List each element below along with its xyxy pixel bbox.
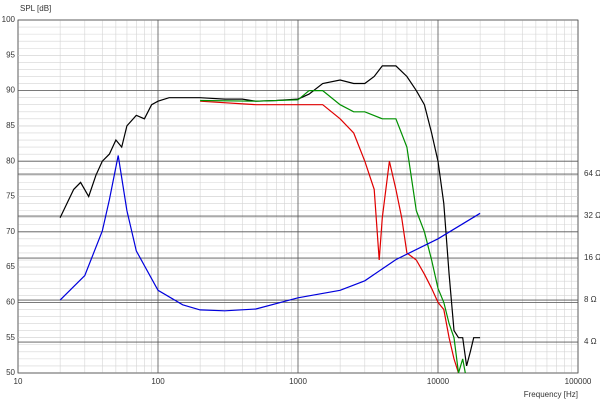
series-line bbox=[59, 155, 481, 312]
y-tick-label: 95 bbox=[6, 50, 15, 59]
x-tick-label: 10 bbox=[14, 377, 23, 386]
x-tick-label: 100000 bbox=[565, 377, 592, 386]
grid bbox=[17, 19, 579, 374]
y2-tick-label: 16 Ω bbox=[584, 253, 600, 262]
y-tick-label: 85 bbox=[6, 121, 15, 130]
x-tick-label: 100 bbox=[151, 377, 165, 386]
y2-tick-label: 8 Ω bbox=[584, 295, 597, 304]
series-line bbox=[200, 100, 460, 373]
x-tick-label: 1000 bbox=[289, 377, 307, 386]
series-line bbox=[59, 65, 481, 367]
plot-lines bbox=[59, 65, 481, 373]
y-axis-label: SPL [dB] bbox=[20, 4, 51, 13]
y-tick-label: 60 bbox=[6, 298, 15, 307]
series-line bbox=[200, 90, 466, 373]
y2-tick-label: 64 Ω bbox=[584, 169, 600, 178]
y-tick-label: 65 bbox=[6, 262, 15, 271]
y-tick-label: 70 bbox=[6, 227, 15, 236]
y-tick-label: 90 bbox=[6, 86, 15, 95]
y-tick-label: 55 bbox=[6, 333, 15, 342]
y-tick-label: 80 bbox=[6, 156, 15, 165]
y2-tick-label: 4 Ω bbox=[584, 337, 597, 346]
y-tick-label: 75 bbox=[6, 192, 15, 201]
y2-tick-label: 32 Ω bbox=[584, 211, 600, 220]
x-axis-label: Frequency [Hz] bbox=[524, 390, 578, 399]
y-tick-label: 50 bbox=[6, 368, 15, 377]
y-tick-label: 100 bbox=[2, 15, 16, 24]
x-tick-label: 10000 bbox=[427, 377, 450, 386]
